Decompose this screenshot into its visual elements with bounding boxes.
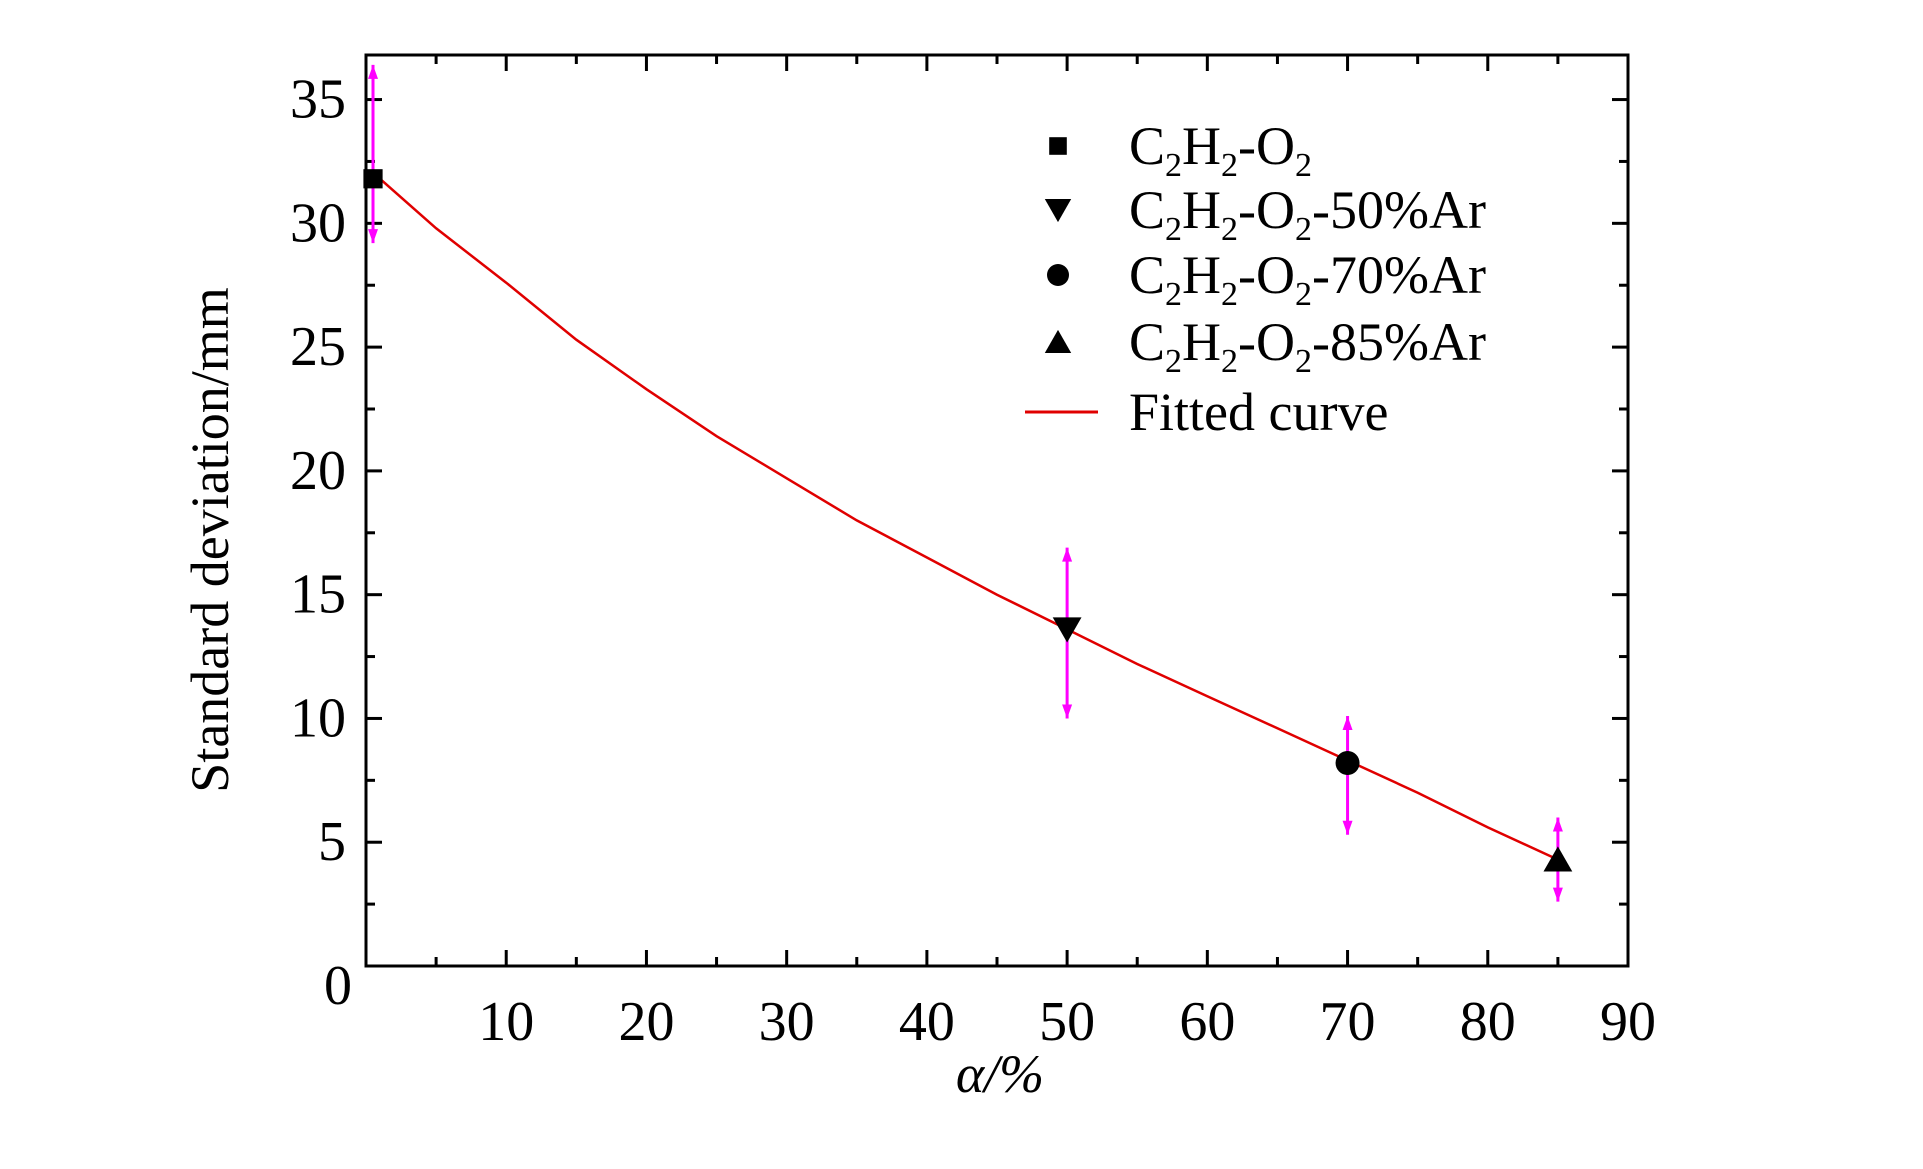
y-tick-label: 5 <box>318 811 346 873</box>
legend: C2H2-O2C2H2-O2-50%ArC2H2-O2-70%ArC2H2-O2… <box>1025 116 1486 442</box>
y-axis-label: Standard deviation/mm <box>180 287 240 792</box>
y-tick-label: 0 <box>324 955 352 1017</box>
error-bar-cap-bottom <box>1062 704 1073 719</box>
legend-label: Fitted curve <box>1129 382 1388 442</box>
x-tick-label: 10 <box>478 991 534 1053</box>
legend-item: C2H2-O2 <box>1049 116 1312 184</box>
circle-marker <box>1047 264 1069 286</box>
error-bar-cap-top <box>1062 547 1073 562</box>
error-bar-cap-bottom <box>1342 820 1353 835</box>
error-bar-cap-top <box>1552 817 1563 832</box>
x-tick-label: 30 <box>759 991 815 1053</box>
legend-label: C2H2-O2-85%Ar <box>1129 312 1486 380</box>
y-tick-labels: 0 5 10 15 20 25 30 35 <box>290 69 352 1017</box>
error-bar-cap-top <box>1342 715 1353 730</box>
triangle-up-marker <box>1543 846 1573 872</box>
y-tick-label: 25 <box>290 316 346 378</box>
x-tick-label: 80 <box>1460 991 1516 1053</box>
y-tick-label: 15 <box>290 564 346 626</box>
plot-frame <box>364 53 1630 968</box>
x-tick-label: 60 <box>1179 991 1235 1053</box>
data-points-layer <box>363 64 1573 902</box>
error-bar <box>1342 715 1353 835</box>
x-tick-label: 90 <box>1600 991 1656 1053</box>
x-tick-label: 20 <box>618 991 674 1053</box>
legend-label: C2H2-O2-70%Ar <box>1129 245 1486 313</box>
x-tick-labels: 10 20 30 40 50 60 70 80 90 <box>478 991 1656 1053</box>
error-bar <box>368 64 379 244</box>
error-bar-cap-bottom <box>1552 887 1563 902</box>
legend-label: C2H2-O2 <box>1129 116 1312 184</box>
legend-item: C2H2-O2-50%Ar <box>1044 180 1486 248</box>
triangle-down-marker <box>1052 617 1082 643</box>
x-tick-label: 50 <box>1039 991 1095 1053</box>
x-tick-label: 40 <box>899 991 955 1053</box>
y-tick-label: 35 <box>290 69 346 131</box>
legend-item: C2H2-O2-85%Ar <box>1044 312 1486 380</box>
fitted-curve-layer <box>379 177 1559 861</box>
y-tick-label: 20 <box>290 440 346 502</box>
triangle-down-marker <box>1044 199 1072 223</box>
legend-item: Fitted curve <box>1025 382 1388 442</box>
circle-marker <box>1335 751 1360 776</box>
error-bar-cap-bottom <box>368 229 379 244</box>
legend-item: C2H2-O2-70%Ar <box>1047 245 1486 313</box>
square-marker <box>1049 137 1067 155</box>
y-tick-label: 10 <box>290 687 346 749</box>
legend-label: C2H2-O2-50%Ar <box>1129 180 1486 248</box>
x-tick-label: 70 <box>1320 991 1376 1053</box>
triangle-up-marker <box>1044 329 1072 353</box>
square-marker <box>363 169 383 189</box>
fitted-curve-line <box>379 177 1559 861</box>
x-axis-label: α/% <box>956 1044 1044 1104</box>
error-bar-cap-top <box>368 64 379 79</box>
y-tick-label: 30 <box>290 192 346 254</box>
